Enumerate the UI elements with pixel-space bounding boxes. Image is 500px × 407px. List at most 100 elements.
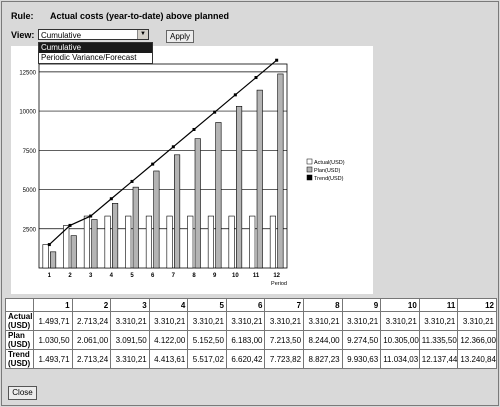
table-cell: 8.827,23	[303, 349, 343, 369]
x-tick-label: 5	[130, 273, 134, 279]
table-cell: 2.061,00	[71, 330, 112, 350]
column-header-period: 4	[148, 298, 189, 312]
table-cell: 1.493,71	[33, 349, 73, 369]
table-cell: 6.620,42	[225, 349, 266, 369]
bar-plan	[91, 219, 98, 269]
trend-point	[233, 93, 237, 97]
x-tick-label: 2	[68, 273, 72, 279]
y-tick-label: 5000	[23, 188, 37, 194]
view-select[interactable]: Cumulative ▼	[38, 29, 149, 40]
table-cell: 2.713,24	[71, 311, 112, 331]
row-label-unit: (USD)	[8, 340, 31, 349]
column-header-period: 6	[225, 298, 266, 312]
table-cell: 4.413,61	[148, 349, 189, 369]
close-button[interactable]: Close	[8, 386, 37, 400]
apply-button[interactable]: Apply	[166, 30, 194, 43]
plot-area	[38, 63, 288, 269]
column-header-period: 9	[341, 298, 382, 312]
bar-plan	[132, 186, 139, 269]
bar-plan	[50, 251, 57, 269]
bar-plan	[153, 170, 160, 269]
view-label: View:	[11, 30, 35, 40]
table-cell: 13.240,84	[457, 349, 497, 369]
bar-actual	[187, 215, 194, 269]
bar-actual	[83, 215, 90, 269]
cost-table: 1 2 3 4 5 6 7 8 9 10 11 12 Actual (USD) 1.493,71 2.713,…	[5, 298, 497, 369]
legend-label: Plan(USD)	[314, 168, 340, 174]
bar-actual	[145, 215, 152, 269]
x-tick-label: 8	[192, 273, 196, 279]
legend-swatch	[306, 166, 313, 173]
rule-value: Actual costs (year-to-date) above planne…	[50, 11, 230, 21]
bar-plan	[277, 73, 284, 269]
table-cell: 12.137,44	[418, 349, 459, 369]
table-cell: 10.305,00	[380, 330, 420, 350]
trend-point	[109, 197, 113, 201]
table-cell: 5.152,50	[187, 330, 227, 350]
bar-plan	[194, 138, 201, 269]
row-label-name: Trend	[8, 350, 30, 360]
table-cell: 7.723,82	[264, 349, 305, 369]
table-cell: 3.310,21	[418, 311, 459, 331]
table-cell: 3.091,50	[110, 330, 150, 350]
bar-actual	[63, 225, 70, 269]
view-option-periodic-variance[interactable]: Periodic Variance/Forecast	[41, 53, 137, 62]
view-dropdown-list: Cumulative Periodic Variance/Forecast	[38, 42, 153, 64]
table-cell: 7.213,50	[264, 330, 305, 350]
table-cell: 11.034,03	[380, 349, 420, 369]
y-tick-label: 2500	[23, 227, 37, 233]
table-cell: 3.310,21	[264, 311, 305, 331]
trend-point	[213, 110, 217, 114]
column-header-period: 10	[380, 298, 420, 312]
x-tick-label: 10	[232, 273, 239, 279]
rule-label: Rule:	[11, 11, 34, 21]
rule-header: Rule: Actual costs (year-to-date) above …	[11, 11, 229, 21]
trend-point	[89, 214, 93, 218]
bar-actual	[207, 215, 214, 269]
row-label: Plan (USD)	[5, 330, 34, 350]
table-cell: 3.310,21	[110, 349, 150, 369]
y-tick-label: 12500	[19, 70, 36, 76]
table-header-row: 1 2 3 4 5 6 7 8 9 10 11 12	[5, 298, 497, 312]
trend-point	[47, 243, 51, 247]
trend-point	[275, 58, 279, 62]
column-header-period: 5	[187, 298, 227, 312]
table-cell: 1.493,71	[33, 311, 73, 331]
table-cell: 2.713,24	[71, 349, 112, 369]
bar-actual	[125, 215, 132, 269]
table-cell: 3.310,21	[225, 311, 266, 331]
trend-point	[68, 223, 72, 227]
bar-actual	[166, 215, 173, 269]
x-tick-label: 7	[172, 273, 176, 279]
table-cell: 9.274,50	[341, 330, 382, 350]
table-cell: 9.930,63	[341, 349, 382, 369]
column-header-period: 12	[457, 298, 497, 312]
view-select-value: Cumulative	[41, 31, 82, 40]
bar-plan	[174, 154, 181, 269]
row-label-name: Plan	[8, 331, 25, 341]
x-tick-label: 3	[89, 273, 93, 279]
row-label: Actual (USD)	[5, 311, 34, 331]
x-tick-label: 12	[273, 273, 280, 279]
table-row: Plan (USD) 1.030,50 2.061,00 3.091,50 4.122,0…	[5, 330, 497, 350]
row-label-name: Actual	[8, 312, 33, 322]
view-option-cumulative[interactable]: Cumulative	[39, 43, 152, 53]
x-axis-label: Period	[271, 281, 287, 287]
bar-plan	[112, 203, 119, 269]
trend-point	[192, 127, 196, 131]
trend-point	[171, 145, 175, 149]
table-cell: 3.310,21	[380, 311, 420, 331]
bar-plan	[256, 89, 263, 269]
column-header-period: 3	[110, 298, 150, 312]
table-corner-cell	[5, 298, 34, 312]
table-cell: 3.310,21	[457, 311, 497, 331]
y-tick-label: 7500	[23, 149, 37, 155]
row-label: Trend (USD)	[5, 349, 34, 369]
legend-label: Trend(USD)	[314, 176, 344, 182]
trend-point	[151, 162, 155, 166]
bar-plan	[236, 105, 243, 269]
chevron-down-icon[interactable]: ▼	[137, 30, 148, 39]
column-header-period: 7	[264, 298, 305, 312]
table-cell: 11.335,50	[418, 330, 459, 350]
